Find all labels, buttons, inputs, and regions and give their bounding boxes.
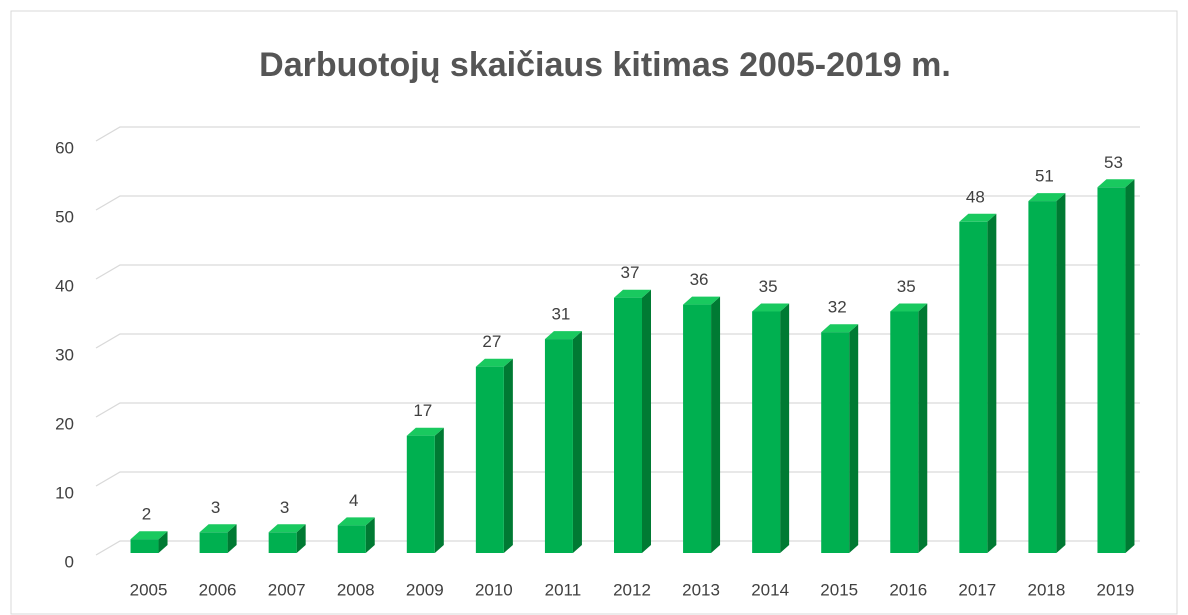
- bar-side: [158, 531, 168, 553]
- y-tick-label: 0: [65, 552, 74, 571]
- bar: [199, 532, 228, 553]
- chart-title: Darbuotojų skaičiaus kitimas 2005-2019 m…: [259, 46, 951, 84]
- y-tick-label: 20: [55, 414, 74, 433]
- data-label: 4: [349, 491, 358, 510]
- bar: [1028, 201, 1057, 553]
- x-tick-label: 2013: [682, 580, 720, 599]
- bar-top: [1097, 179, 1135, 188]
- x-tick-label: 2007: [268, 580, 306, 599]
- data-label: 51: [1035, 167, 1054, 186]
- bar: [614, 297, 642, 553]
- bar-top: [821, 324, 859, 333]
- x-tick-label: 2005: [130, 580, 168, 599]
- y-tick-label: 10: [55, 483, 74, 502]
- bar-side: [711, 296, 721, 553]
- bar-top: [406, 427, 444, 436]
- grid-line: [95, 471, 1140, 487]
- data-label: 2: [142, 505, 151, 524]
- bar: [683, 304, 712, 553]
- data-label: 3: [280, 498, 289, 517]
- bar-side: [296, 524, 306, 553]
- y-tick-label: 40: [55, 276, 74, 295]
- data-label: 48: [966, 187, 985, 206]
- bar-side: [1056, 193, 1066, 553]
- bar: [890, 311, 919, 553]
- bar-side: [227, 524, 237, 553]
- bar: [406, 435, 435, 553]
- bar-top: [890, 303, 928, 312]
- bar-side: [365, 517, 375, 553]
- bar-top: [614, 289, 651, 298]
- bar: [959, 221, 988, 554]
- chart-frame: [10, 10, 1178, 615]
- bar: [337, 525, 366, 553]
- bar-side: [642, 289, 651, 553]
- bar-side: [503, 358, 513, 553]
- x-tick-label: 2014: [751, 580, 789, 599]
- bar-top: [199, 524, 237, 533]
- bar-top: [268, 524, 306, 533]
- bar: [544, 339, 573, 553]
- x-tick-label: 2008: [337, 580, 375, 599]
- bar-side: [849, 324, 859, 553]
- bar-side: [434, 427, 444, 553]
- bar: [475, 366, 504, 553]
- data-label: 32: [828, 298, 847, 317]
- x-tick-label: 2006: [199, 580, 237, 599]
- grid-line: [95, 540, 1140, 556]
- bar-side: [987, 213, 997, 554]
- bar: [1097, 187, 1126, 554]
- data-label: 37: [621, 263, 640, 282]
- bar-side: [572, 331, 582, 553]
- x-tick-label: 2018: [1027, 580, 1065, 599]
- grid-line: [95, 402, 1140, 418]
- data-label: 35: [759, 277, 778, 296]
- x-tick-label: 2009: [406, 580, 444, 599]
- x-tick-label: 2017: [958, 580, 996, 599]
- bar-side: [780, 303, 790, 553]
- data-label: 3: [211, 498, 220, 517]
- data-label: 53: [1104, 153, 1123, 172]
- x-tick-label: 2011: [545, 580, 582, 599]
- x-tick-label: 2019: [1097, 580, 1135, 599]
- bar-top: [1028, 193, 1066, 202]
- bar: [752, 311, 781, 553]
- y-tick-label: 60: [55, 138, 74, 157]
- bar-top: [544, 331, 582, 340]
- grid-line: [95, 264, 1140, 280]
- x-tick-label: 2012: [613, 580, 651, 599]
- bar-side: [918, 303, 928, 553]
- data-label: 35: [897, 277, 916, 296]
- y-tick-label: 30: [55, 345, 74, 364]
- x-tick-label: 2015: [820, 580, 858, 599]
- data-label: 27: [482, 332, 501, 351]
- bar-top: [959, 213, 997, 222]
- y-tick-label: 50: [55, 207, 74, 226]
- data-label: 17: [413, 401, 432, 420]
- bar-top: [752, 303, 790, 312]
- grid-line: [95, 333, 1140, 349]
- bar-top: [130, 531, 168, 540]
- bar-top: [337, 517, 375, 526]
- grid-line: [95, 126, 1140, 142]
- bar-top: [475, 358, 513, 367]
- bar-side: [1125, 179, 1135, 554]
- bar: [130, 539, 159, 553]
- grid-line: [95, 195, 1140, 211]
- x-tick-label: 2010: [475, 580, 513, 599]
- bar: [268, 532, 297, 553]
- data-label: 36: [690, 270, 709, 289]
- bar-top: [683, 296, 721, 305]
- bar: [821, 332, 850, 553]
- data-label: 31: [551, 305, 570, 324]
- x-tick-label: 2016: [889, 580, 927, 599]
